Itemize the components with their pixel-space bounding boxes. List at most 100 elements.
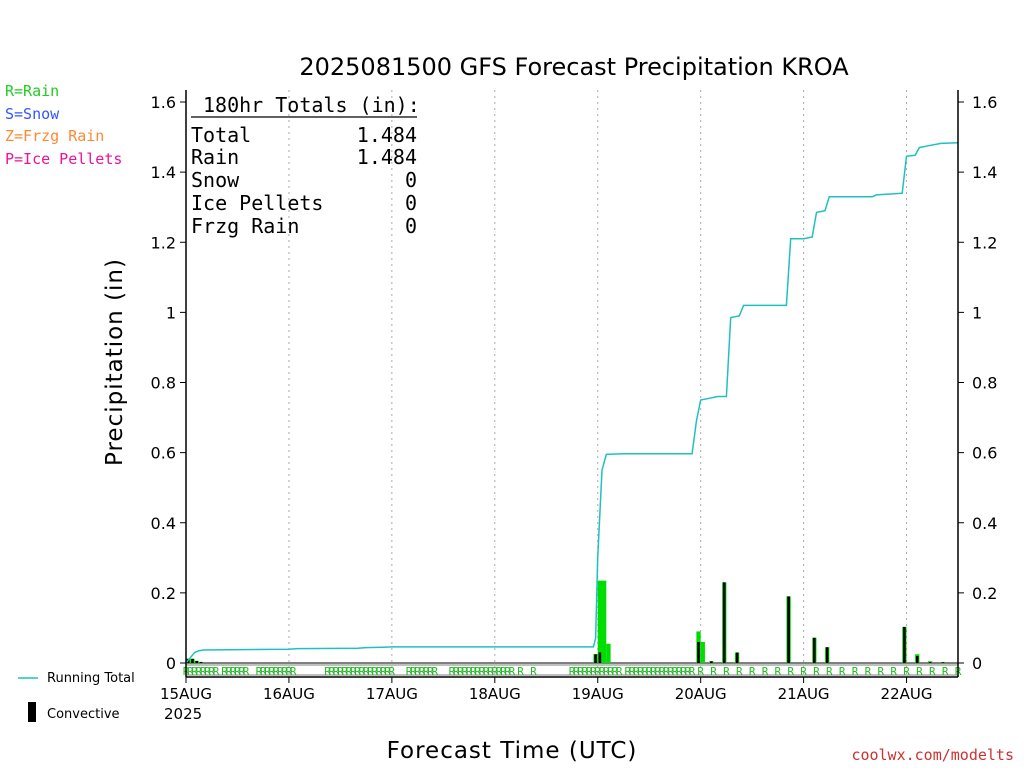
x-tick-label: 18AUG	[469, 685, 521, 703]
rain-bar	[700, 641, 705, 663]
precip-type-marker: R	[191, 665, 198, 678]
precip-type-marker: R	[877, 665, 884, 678]
precip-type-marker: R	[273, 665, 280, 678]
precip-type-marker: R	[461, 665, 468, 678]
precip-type-marker: R	[213, 665, 220, 678]
precip-type-marker: R	[337, 665, 344, 678]
precip-type-marker: R	[775, 665, 782, 678]
x-tick-label: 16AUG	[263, 685, 315, 703]
precip-type-marker: R	[586, 665, 593, 678]
precip-type-marker: R	[389, 665, 396, 678]
precip-type-marker: R	[234, 665, 241, 678]
convective-bar	[915, 655, 919, 663]
precip-type-marker: R	[646, 665, 653, 678]
precip-type-marker: R	[642, 665, 649, 678]
precip-type-marker: R	[573, 665, 580, 678]
precip-type-marker: R	[281, 665, 288, 678]
precip-type-marker: R	[852, 665, 859, 678]
rain-bar	[597, 580, 603, 663]
precip-type-marker: R	[256, 665, 263, 678]
y-tick-label-right: 1	[972, 303, 982, 322]
precip-type-marker: R	[453, 665, 460, 678]
precip-type-marker: R	[474, 665, 481, 678]
precip-type-marker: R	[290, 665, 297, 678]
precip-type-marker: R	[350, 665, 357, 678]
precip-type-marker: R	[569, 665, 576, 678]
series-legend: Running Total Convective	[18, 671, 135, 722]
y-tick-label-right: 1.6	[972, 93, 997, 112]
precip-type-marker: R	[496, 665, 503, 678]
y-tick-label-right: 0.4	[972, 514, 997, 533]
convective-bar	[941, 662, 945, 663]
precip-type-marker: R	[603, 665, 610, 678]
convective-bar	[787, 596, 790, 663]
y-tick-label-left: 0	[166, 654, 176, 673]
precip-type-marker: R	[590, 665, 597, 678]
convective-bar	[903, 626, 906, 663]
precip-type-marker: R	[208, 665, 215, 678]
totals-label-total: Total	[191, 123, 251, 147]
precip-type-marker: R	[363, 665, 370, 678]
precip-type-marker: R	[354, 665, 361, 678]
precip-type-marker: R	[504, 665, 511, 678]
precip-type-marker: R	[517, 665, 524, 678]
convective-bar	[928, 661, 932, 663]
x-year-label: 2025	[164, 705, 202, 723]
precip-type-marker: R	[654, 665, 661, 678]
precip-type-marker: R	[633, 665, 640, 678]
precip-type-marker: R	[616, 665, 623, 678]
precip-type-marker: R	[749, 665, 756, 678]
precip-type-marker: R	[663, 665, 670, 678]
totals-label-ice-pellets: Ice Pellets	[191, 191, 323, 215]
precip-type-marker: R	[221, 665, 228, 678]
precip-type-marker: R	[427, 665, 434, 678]
precip-type-marker: R	[689, 665, 696, 678]
axes: 0 00.2 0.20.4 0.40.6 0.60.8 0.81 11.2 1.21.4 1.4…	[151, 90, 997, 703]
precip-type-marker: R	[684, 665, 691, 678]
convective-bar	[813, 637, 816, 663]
precip-type-marker: R	[903, 665, 910, 678]
precip-type-marker: R	[449, 665, 456, 678]
precip-type-marker: R	[736, 665, 743, 678]
precip-type-marker: R	[676, 665, 683, 678]
precip-type-marker: R	[599, 665, 606, 678]
precip-type-marker: R	[916, 665, 923, 678]
y-tick-label-right: 0.6	[972, 444, 997, 463]
credit-link[interactable]: coolwx.com/modelts	[851, 746, 1014, 764]
convective-bar	[825, 647, 829, 663]
precip-type-marker: R	[500, 665, 507, 678]
y-tick-label-right: 1.2	[972, 233, 997, 252]
precip-type-marker: R	[723, 665, 730, 678]
convective-bar	[722, 582, 726, 663]
precip-type-marker: R	[466, 665, 473, 678]
precip-bars	[186, 580, 946, 663]
precip-type-marker: R	[667, 665, 674, 678]
precip-type-marker: R	[672, 665, 679, 678]
precip-type-marker: R	[260, 665, 267, 678]
precip-type-marker: R	[800, 665, 807, 678]
totals-value-snow: 0	[405, 168, 417, 192]
precip-type-marker: R	[204, 665, 211, 678]
x-tick-label: 21AUG	[778, 685, 830, 703]
y-tick-label-left: 1.4	[151, 163, 176, 182]
totals-value-rain: 1.484	[357, 145, 417, 169]
totals-label-frzg-rain: Frzg Rain	[191, 214, 299, 238]
precip-type-marker: R	[577, 665, 584, 678]
precip-type-marker: R	[680, 665, 687, 678]
precip-type-marker: R	[341, 665, 348, 678]
precip-type-marker: R	[762, 665, 769, 678]
precip-type-marker: R	[414, 665, 421, 678]
y-tick-label-right: 0.8	[972, 374, 997, 393]
precip-type-marker: R	[359, 665, 366, 678]
precip-type-marker: R	[187, 665, 194, 678]
precip-type-marker: R	[710, 665, 717, 678]
convective-bar	[697, 641, 700, 663]
legend-rain: R=Rain	[5, 82, 59, 100]
precip-type-marker: R	[329, 665, 336, 678]
precip-type-marker: R	[230, 665, 237, 678]
precip-type-marker: R	[431, 665, 438, 678]
rain-bar	[602, 580, 607, 663]
precip-type-marker: R	[624, 665, 631, 678]
precip-type-marker: R	[813, 665, 820, 678]
precip-type-marker: R	[942, 665, 949, 678]
